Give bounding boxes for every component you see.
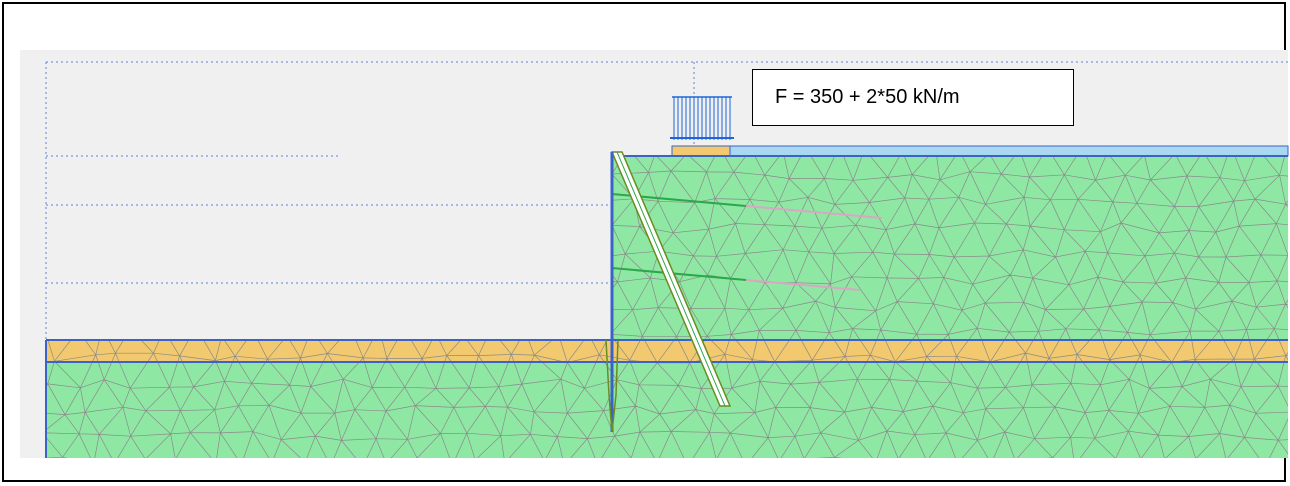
load-pad — [671, 145, 731, 157]
water-strip — [729, 145, 1289, 157]
distributed-load-arrows — [670, 96, 734, 140]
load-label: F = 350 + 2*50 kN/m — [752, 69, 1074, 126]
model-boundaries — [45, 155, 1288, 458]
retaining-wall — [605, 152, 619, 433]
sand-layer — [46, 340, 1288, 362]
dotted-guide-lines — [45, 61, 1288, 340]
inclined-strut — [610, 151, 732, 407]
